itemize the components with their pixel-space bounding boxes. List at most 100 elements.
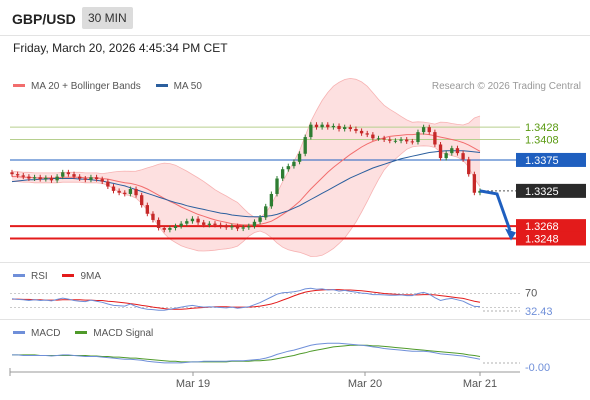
- candle-body: [72, 174, 76, 177]
- support-2-label: 1.3248: [525, 233, 559, 245]
- support-2-label-box: [516, 231, 586, 246]
- x-axis: Mar 19 Mar 20 Mar 21: [9, 368, 520, 390]
- candle-body: [134, 189, 138, 196]
- resistance-2-label: 1.3428: [525, 122, 559, 134]
- candle-body: [94, 177, 99, 180]
- legend-rsi-label: RSI: [31, 271, 48, 282]
- candle-body: [218, 224, 223, 227]
- legend-macd-label: MACD: [31, 328, 61, 339]
- candle-body: [49, 177, 54, 181]
- main-legend: MA 20 + Bollinger Bands MA 50: [13, 81, 214, 92]
- legend-ma20-label: MA 20 + Bollinger Bands: [31, 81, 141, 92]
- candle-body: [66, 172, 71, 175]
- legend-ma20: MA 20 + Bollinger Bands: [13, 81, 141, 92]
- legend-ma50: MA 50: [155, 81, 202, 92]
- ma20-swatch-icon: [13, 83, 25, 87]
- candle-body: [376, 138, 381, 140]
- last-price-label: 1.3325: [525, 186, 559, 198]
- macd-signal-line: [12, 344, 481, 363]
- candle-body: [343, 127, 347, 130]
- ma50-line: [11, 150, 481, 218]
- legend-rsi-ma: 9MA: [62, 271, 101, 282]
- candle-body: [140, 195, 144, 206]
- macd-plot: -0.00: [12, 342, 550, 374]
- candle-body: [303, 137, 307, 154]
- rsi-plot: 70 32.43: [10, 287, 553, 318]
- rsi-legend: RSI 9MA: [13, 271, 113, 282]
- candle-body: [55, 176, 59, 181]
- rsi-swatch-icon: [13, 273, 25, 277]
- x-axis-tick-label: Mar 19: [176, 378, 210, 390]
- candle-body: [292, 161, 296, 167]
- candle-body: [421, 127, 426, 133]
- candle-body: [117, 190, 121, 193]
- candle-body: [162, 227, 166, 230]
- legend-rsi: RSI: [13, 271, 48, 282]
- macd-signal-swatch-icon: [75, 330, 88, 334]
- macd-swatch-icon: [13, 330, 25, 334]
- candle-body: [472, 174, 477, 193]
- candle-body: [427, 127, 431, 133]
- candle-body: [168, 227, 172, 230]
- candle-body: [185, 221, 189, 224]
- rsi-overbought-label: 70: [525, 288, 537, 300]
- candle-body: [213, 223, 217, 225]
- legend-macd-signal: MACD Signal: [75, 328, 153, 339]
- pivot-label-box: [516, 152, 586, 167]
- candle-body: [297, 153, 302, 162]
- candle-body: [348, 127, 352, 130]
- currency-pair-title: GBP/USD: [12, 11, 76, 27]
- candle-body: [235, 226, 240, 229]
- rsi-line: [11, 287, 481, 311]
- candle-body: [337, 125, 341, 130]
- x-axis-tick-label: Mar 20: [348, 378, 382, 390]
- candle-body: [156, 219, 161, 228]
- candle-body: [258, 217, 262, 222]
- pivot-label: 1.3375: [525, 155, 559, 167]
- legend-macd: MACD: [13, 328, 60, 339]
- candle-body: [179, 223, 183, 227]
- candle-body: [309, 124, 313, 138]
- panel-divider: [0, 262, 590, 263]
- candle-body: [399, 139, 403, 141]
- macd-value-label: -0.00: [525, 362, 550, 374]
- candle-body: [173, 226, 178, 228]
- legend-macd-signal-label: MACD Signal: [93, 328, 154, 339]
- candle-body: [89, 177, 93, 180]
- candle-body: [393, 140, 398, 142]
- candle-body: [252, 221, 257, 227]
- candle-body: [21, 175, 25, 177]
- rsi-value-label: 32.43: [525, 306, 553, 318]
- bollinger-band-area: [12, 78, 480, 257]
- macd-line: [12, 342, 481, 364]
- last-price-label-box: [516, 183, 586, 198]
- candle-body: [280, 169, 285, 179]
- candle-body: [461, 153, 465, 160]
- legend-rsi-ma-label: 9MA: [80, 271, 102, 282]
- macd-legend: MACD MACD Signal: [13, 328, 165, 339]
- candle-body: [111, 186, 116, 191]
- candle-body: [365, 133, 369, 135]
- chart-timestamp: Friday, March 20, 2026 4:45:34 PM CET: [13, 41, 228, 55]
- bollinger-upper-line: [12, 77, 481, 219]
- candle-body: [83, 178, 87, 180]
- candle-body: [320, 124, 324, 128]
- candle-body: [450, 148, 454, 154]
- candle-body: [207, 223, 212, 225]
- rsi-ma-swatch-icon: [62, 273, 75, 277]
- candle-body: [15, 174, 20, 176]
- candle-body: [27, 176, 31, 179]
- candle-body: [433, 132, 437, 145]
- timeframe-badge[interactable]: 30 MIN: [82, 7, 133, 29]
- candle-body: [77, 176, 82, 179]
- credit-text: Research © 2026 Trading Central: [431, 81, 581, 92]
- candle-body: [230, 226, 234, 228]
- bollinger-lower-line: [12, 145, 481, 257]
- candle-body: [224, 226, 228, 228]
- candle-body: [264, 206, 268, 218]
- candle-body: [100, 179, 104, 182]
- candle-body: [388, 139, 392, 141]
- candle-body: [444, 153, 448, 159]
